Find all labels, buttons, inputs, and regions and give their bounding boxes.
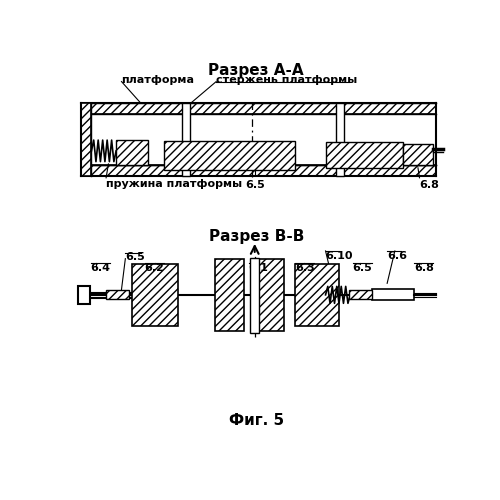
Text: пружина платформы: пружина платформы	[106, 178, 242, 188]
Bar	[78, 286, 90, 304]
Text: 6.4: 6.4	[90, 262, 110, 272]
Bar	[80, 103, 92, 176]
Text: Фиг. 5: Фиг. 5	[228, 413, 284, 428]
Bar	[326, 142, 402, 168]
Text: 6.2: 6.2	[144, 262, 165, 272]
Bar	[164, 141, 295, 170]
Bar	[106, 290, 129, 300]
Text: 6.3: 6.3	[295, 262, 314, 272]
Bar	[132, 264, 178, 326]
Text: стержень платформы: стержень платформы	[216, 76, 358, 86]
Bar	[348, 290, 372, 300]
Bar	[295, 264, 340, 326]
Text: 6.8: 6.8	[414, 262, 434, 272]
Bar	[116, 140, 148, 164]
Text: 6.5: 6.5	[352, 262, 372, 272]
Bar	[80, 103, 436, 114]
Text: 6.1: 6.1	[248, 262, 268, 272]
Text: платформа: платформа	[122, 76, 194, 86]
Text: 6.6: 6.6	[387, 251, 407, 261]
Bar	[182, 103, 190, 176]
Text: 6.5: 6.5	[245, 180, 264, 190]
Text: 6.8: 6.8	[420, 180, 440, 190]
Bar	[336, 103, 344, 176]
Bar	[372, 290, 414, 300]
Bar	[250, 258, 260, 334]
Text: Разрез В-В: Разрез В-В	[208, 230, 304, 244]
Bar	[254, 258, 284, 331]
Bar	[214, 258, 244, 331]
Bar	[402, 144, 434, 166]
Text: Разрез А-А: Разрез А-А	[208, 63, 304, 78]
Text: 6.10: 6.10	[326, 251, 353, 261]
Bar	[80, 164, 436, 175]
Text: 6.5: 6.5	[126, 252, 145, 262]
